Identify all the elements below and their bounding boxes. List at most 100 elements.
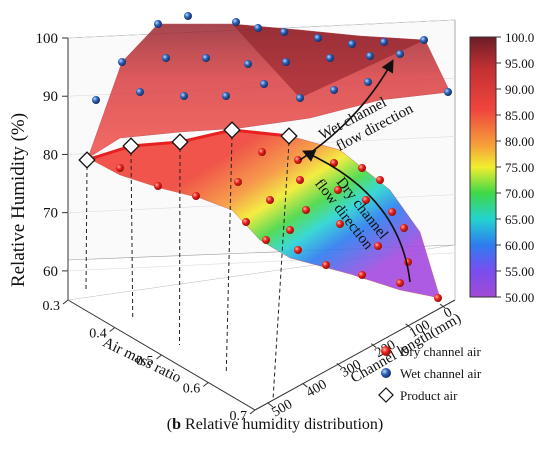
legend-wet-marker bbox=[381, 368, 391, 378]
legend-product-label: Product air bbox=[400, 388, 458, 403]
x-tick-mark bbox=[249, 409, 256, 415]
wet-channel-point bbox=[296, 94, 304, 102]
x-tick-label: 0.6 bbox=[183, 382, 201, 397]
colorbar-tick-label: 55.00 bbox=[505, 264, 534, 279]
colorbar-tick-label: 50.00 bbox=[505, 290, 534, 305]
legend-dry-marker bbox=[381, 346, 391, 356]
dry-channel-point bbox=[258, 148, 266, 156]
dry-channel-point bbox=[294, 156, 302, 164]
dry-channel-point bbox=[234, 178, 242, 186]
colorbar-tick-label: 70.00 bbox=[505, 186, 534, 201]
caption-text: Relative humidity distribution bbox=[181, 416, 378, 433]
wet-channel-points bbox=[92, 12, 452, 104]
x-tick-mark bbox=[156, 354, 162, 360]
legend-wet-label: Wet channel air bbox=[400, 366, 482, 381]
dry-channel-point bbox=[374, 242, 382, 250]
z-tick-label: 100 bbox=[36, 31, 59, 47]
x-tick-label: 0.7 bbox=[230, 409, 248, 424]
wet-channel-point bbox=[282, 58, 290, 66]
z-tick-label: 70 bbox=[43, 206, 58, 222]
wet-channel-point bbox=[314, 34, 322, 42]
dry-channel-point bbox=[154, 182, 162, 190]
dry-channel-point bbox=[376, 176, 384, 184]
product-air-drop-lines bbox=[85, 135, 290, 401]
wet-channel-point bbox=[444, 88, 452, 96]
product-air-point bbox=[223, 121, 241, 139]
wet-channel-point bbox=[254, 24, 262, 32]
wet-channel-point bbox=[162, 54, 170, 62]
z-tick-label: 90 bbox=[43, 89, 58, 105]
x-tick-label: 0.5 bbox=[136, 354, 154, 369]
dry-channel-points bbox=[116, 148, 442, 302]
y-tick-mark bbox=[302, 382, 308, 388]
dry-channel-point bbox=[192, 192, 200, 200]
product-air-point bbox=[78, 151, 96, 169]
colorbar-tick-label: 95.00 bbox=[505, 56, 534, 71]
y-tick-mark bbox=[336, 363, 343, 368]
dry-channel-point bbox=[266, 196, 274, 204]
dry-channel-point bbox=[396, 279, 404, 287]
wet-channel-point bbox=[202, 54, 210, 62]
y-tick-mark bbox=[370, 343, 377, 348]
x-tick-label: 0.4 bbox=[89, 327, 107, 342]
colorbar-tick-label: 90.00 bbox=[505, 82, 534, 97]
wet-channel-point bbox=[232, 18, 240, 26]
drop-line bbox=[272, 141, 290, 401]
dry-channel-point bbox=[336, 220, 344, 228]
x-axis-ticks: 0.3 0.4 0.5 0.6 0.7 bbox=[43, 299, 256, 424]
legend: Dry channel air Wet channel air Product … bbox=[378, 344, 482, 403]
colorbar-tick-label: 75.00 bbox=[505, 160, 534, 175]
colorbar-tick-label: 65.00 bbox=[505, 212, 534, 227]
dry-channel-point bbox=[296, 176, 304, 184]
product-air-point bbox=[280, 127, 298, 145]
dry-channel-point bbox=[242, 218, 250, 226]
wet-channel-point bbox=[380, 38, 388, 46]
dry-channel-point bbox=[362, 196, 370, 204]
dry-channel-point bbox=[334, 186, 342, 194]
dry-channel-point bbox=[358, 164, 366, 172]
wet-channel-point bbox=[92, 96, 100, 104]
wet-channel-point bbox=[326, 54, 334, 62]
dry-channel-point bbox=[434, 294, 442, 302]
dry-flow-arrow bbox=[302, 150, 411, 283]
dry-channel-point bbox=[388, 208, 396, 216]
x-tick-mark bbox=[109, 327, 116, 332]
y-tick-mark bbox=[267, 402, 274, 408]
colorbar-tick-label: 80.00 bbox=[505, 134, 534, 149]
colorbar bbox=[469, 36, 497, 298]
dry-channel-point bbox=[358, 271, 366, 279]
colorbar-tick-label: 60.00 bbox=[505, 238, 534, 253]
colorbar-tick-label: 85.00 bbox=[505, 108, 534, 123]
wet-channel-point bbox=[136, 88, 144, 96]
z-axis-ticks: 60 70 80 90 100 bbox=[36, 31, 68, 280]
y-tick-mark bbox=[405, 323, 411, 329]
wet-channel-point bbox=[330, 86, 338, 94]
wet-channel-point bbox=[366, 52, 374, 60]
x-tick-mark bbox=[202, 382, 209, 387]
dry-channel-point bbox=[262, 236, 270, 244]
product-air-point bbox=[171, 133, 189, 151]
wet-channel-point bbox=[396, 50, 404, 58]
dry-channel-point bbox=[116, 164, 124, 172]
wet-channel-point bbox=[260, 80, 268, 88]
wet-channel-point bbox=[184, 12, 192, 20]
wet-channel-point bbox=[348, 40, 356, 48]
caption-label: b bbox=[172, 416, 182, 433]
z-axis-label: Relative Humidity (%) bbox=[8, 113, 29, 287]
wet-channel-point bbox=[280, 28, 288, 36]
wet-channel-point bbox=[118, 58, 126, 66]
wet-channel-point bbox=[364, 78, 372, 86]
z-tick-label: 60 bbox=[43, 264, 58, 280]
drop-line bbox=[179, 147, 181, 346]
dry-channel-point bbox=[322, 261, 330, 269]
dry-channel-point bbox=[302, 206, 310, 214]
drop-line bbox=[225, 135, 233, 373]
dry-channel-point bbox=[400, 224, 408, 232]
z-tick-label: 80 bbox=[43, 147, 58, 163]
figure-caption: (b Relative humidity distribution) bbox=[166, 416, 384, 433]
dry-channel-point bbox=[330, 159, 338, 167]
colorbar-tick-label: 100.0 bbox=[505, 30, 534, 45]
product-air-points bbox=[78, 121, 298, 169]
wet-channel-point bbox=[222, 92, 230, 100]
